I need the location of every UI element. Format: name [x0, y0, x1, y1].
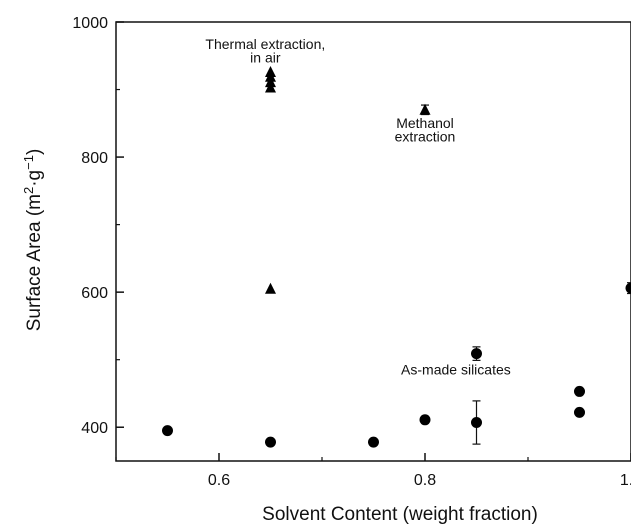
plot-frame — [115, 21, 631, 462]
y-axis-label-sup1: 2 — [21, 187, 36, 194]
circle-marker — [419, 414, 431, 426]
y-axis-label-end: ) — [24, 149, 45, 155]
x-axis-label: Solvent Content (weight fraction) — [262, 504, 538, 525]
y-axis-ticks: 400 600 800 1000 — [72, 15, 124, 437]
y-axis-label-sup2: −1 — [21, 155, 36, 170]
y-tick-label: 800 — [81, 150, 108, 167]
circle-marker — [625, 282, 631, 294]
triangle-marker — [419, 103, 431, 115]
circle-marker — [574, 385, 585, 397]
y-axis-label: Surface Area (m2·g−1) — [21, 149, 46, 332]
x-axis-ticks: 0.6 0.8 1.0 — [115, 453, 631, 489]
annotation-text: Methanol — [396, 115, 454, 131]
data-points — [162, 65, 631, 448]
circle-marker — [471, 417, 482, 429]
annotation-text: extraction — [395, 129, 456, 145]
x-tick-label: 0.6 — [208, 472, 230, 489]
circle-marker — [368, 436, 379, 448]
y-axis-label-mid: ·g — [24, 170, 45, 187]
triangle-marker — [265, 81, 276, 93]
circle-marker — [574, 406, 585, 418]
circle-marker — [162, 425, 173, 437]
circle-marker — [265, 436, 276, 448]
y-tick-label: 1000 — [72, 15, 108, 32]
annotation-text: Thermal extraction, — [205, 36, 325, 52]
y-tick-label: 400 — [81, 420, 108, 437]
annotation-text: As-made silicates — [401, 362, 511, 378]
annotation-text: in air — [250, 50, 281, 66]
y-axis-label-base: Surface Area (m — [24, 194, 45, 331]
annotations: Thermal extraction,in air Methanolextract… — [205, 36, 510, 378]
x-tick-label: 1.0 — [620, 472, 631, 489]
x-tick-label: 0.8 — [414, 472, 436, 489]
y-tick-label: 600 — [81, 285, 108, 302]
triangle-marker — [265, 282, 276, 294]
circle-marker — [471, 348, 482, 360]
